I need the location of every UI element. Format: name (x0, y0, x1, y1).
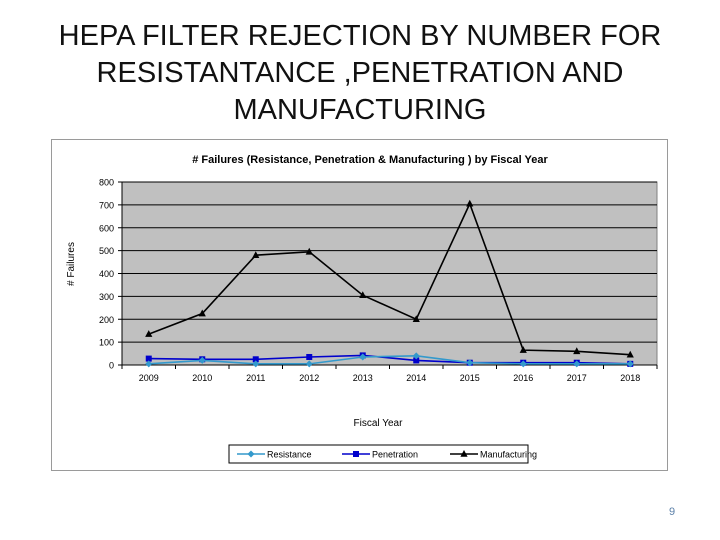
x-axis: 2009 2010 2011 2012 2013 2014 2015 2016 2017 2018 (121, 364, 658, 383)
series-resistance (145, 352, 634, 368)
page-number: 9 (668, 506, 676, 518)
data-point-resistance (626, 360, 634, 368)
data-point-manufacturing (573, 347, 581, 355)
y-tick-label: 500 (99, 246, 114, 256)
legend-label-penetration: Penetration (372, 450, 418, 460)
legend-item-manufacturing: Manufacturing (450, 450, 537, 460)
data-point-manufacturing (305, 247, 313, 255)
data-point-manufacturing (412, 315, 420, 323)
y-tick-label: 700 (99, 200, 114, 210)
data-point-penetration (306, 353, 313, 360)
failures-line-chart: # Failures (Resistance, Penetration & Ma… (66, 154, 658, 464)
data-point-resistance (145, 360, 153, 368)
y-tick-label: 300 (99, 292, 114, 302)
slide-title: HEPA FILTER REJECTION BY NUMBER FOR RESI… (58, 20, 662, 126)
x-tick-label: 2010 (192, 373, 212, 383)
legend-item-penetration: Penetration (342, 450, 418, 460)
grid-layer (122, 181, 657, 343)
data-point-manufacturing (359, 291, 367, 299)
y-tick-label: 200 (99, 315, 114, 325)
series-line-resistance (148, 355, 631, 365)
data-point-resistance (466, 359, 474, 367)
x-tick-label: 2018 (620, 373, 640, 383)
y-tick-label: 400 (99, 269, 114, 279)
legend: Resistance Penetration Manufacturing (228, 444, 537, 464)
data-point-penetration (252, 356, 259, 363)
data-point-manufacturing (252, 251, 260, 258)
x-tick-label: 2014 (406, 373, 426, 383)
legend-label-resistance: Resistance (267, 450, 312, 460)
series-manufacturing (145, 199, 634, 358)
data-point-resistance (252, 360, 260, 368)
legend-marker-manufacturing (460, 450, 468, 457)
x-tick-label: 2013 (353, 373, 373, 383)
legend-marker-resistance (247, 450, 255, 458)
data-point-resistance (573, 360, 581, 368)
x-axis-label: Fiscal Year (354, 418, 404, 429)
x-tick-label: 2011 (246, 373, 265, 383)
data-point-penetration (145, 355, 152, 362)
series-line-manufacturing (148, 201, 631, 356)
data-point-resistance (359, 353, 367, 361)
data-point-manufacturing (626, 350, 634, 358)
data-point-resistance (198, 356, 206, 364)
y-axis: 0 100 200 300 400 500 600 700 800 (99, 178, 123, 371)
data-point-penetration (413, 357, 420, 364)
data-point-manufacturing (519, 346, 527, 353)
x-tick-label: 2012 (299, 373, 319, 383)
x-tick-label: 2015 (460, 373, 480, 383)
chart-title: # Failures (Resistance, Penetration & Ma… (192, 154, 548, 166)
data-point-manufacturing (466, 199, 474, 207)
data-point-manufacturing (145, 330, 153, 337)
y-tick-label: 100 (99, 338, 114, 348)
x-tick-label: 2009 (139, 373, 159, 383)
legend-marker-penetration (353, 451, 359, 457)
series-layer (145, 199, 634, 368)
legend-item-resistance: Resistance (237, 450, 312, 460)
data-point-manufacturing (198, 309, 206, 317)
y-tick-label: 0 (109, 361, 114, 371)
chart-frame: # Failures (Resistance, Penetration & Ma… (51, 139, 668, 471)
x-tick-label: 2017 (567, 373, 587, 383)
data-point-resistance (519, 360, 527, 368)
series-line-penetration (148, 354, 631, 365)
data-point-resistance (412, 352, 420, 360)
y-axis-label: # Failures (66, 242, 77, 286)
x-tick-label: 2016 (513, 373, 533, 383)
data-point-resistance (305, 360, 313, 368)
legend-box (228, 444, 529, 464)
legend-label-manufacturing: Manufacturing (480, 450, 537, 460)
y-tick-label: 800 (99, 178, 114, 188)
y-tick-label: 600 (99, 223, 114, 233)
